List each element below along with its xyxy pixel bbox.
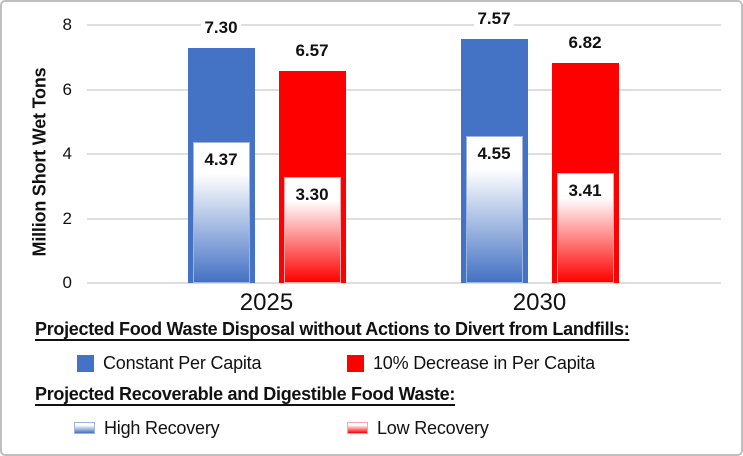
bar-value-label: 6.57	[254, 41, 371, 61]
constant-per-capita-swatch	[77, 354, 94, 372]
gridline	[87, 24, 721, 26]
overlay-value-label: 3.41	[568, 181, 602, 201]
legend-heading-recovery: Projected Recoverable and Digestible Foo…	[35, 384, 456, 404]
gridline	[87, 217, 721, 220]
gridline	[87, 153, 721, 155]
low-recovery-bar	[283, 176, 341, 283]
gridline	[87, 88, 721, 91]
y-tick-label: 8	[62, 15, 72, 34]
high-recovery-bar	[465, 136, 523, 283]
y-tick-label: 2	[62, 208, 72, 228]
10pct-decrease-swatch	[347, 354, 364, 372]
legend-heading-disposal: Projected Food Waste Disposal without Ac…	[35, 319, 630, 339]
legend-item-label: Constant Per Capita	[103, 352, 262, 373]
legend-item-high-recovery: High Recovery	[74, 417, 220, 438]
bar-value-label: 6.82	[527, 33, 644, 53]
x-axis-label: 2030	[512, 289, 567, 316]
legend-item-constant-per-capita: Constant Per Capita	[77, 353, 261, 373]
y-tick-label: 6	[62, 79, 72, 99]
legend-item-10pct-decrease: 10% Decrease in Per Capita	[347, 353, 595, 373]
bar-value-label: 7.57	[436, 8, 553, 29]
overlay-value-label: 3.30	[295, 184, 329, 204]
bar-value-label: 7.30	[163, 17, 280, 38]
x-axis-label: 2025	[239, 289, 294, 316]
low-recovery-bar	[556, 173, 614, 283]
legend-item-label: Low Recovery	[377, 417, 489, 438]
high-recovery-swatch	[74, 422, 95, 434]
overlay-value-label: 4.37	[204, 150, 238, 170]
low-recovery-swatch	[347, 422, 368, 434]
y-tick-label: 4	[62, 144, 72, 163]
high-recovery-bar	[192, 142, 250, 283]
legend-item-label: 10% Decrease in Per Capita	[373, 352, 595, 373]
plot-area: 7.30 4.37 6.57 3.30 7.57 4.55 6.82 3.41	[87, 8, 721, 284]
legend-item-label: High Recovery	[104, 417, 220, 438]
overlay-value-label: 4.55	[477, 144, 511, 164]
legend-item-low-recovery: Low Recovery	[347, 418, 489, 438]
gridline	[87, 282, 721, 284]
y-tick-label: 0	[62, 273, 72, 292]
